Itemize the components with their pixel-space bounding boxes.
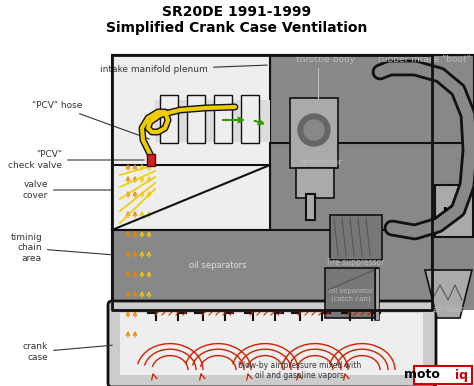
FancyBboxPatch shape [214, 95, 232, 143]
FancyBboxPatch shape [147, 154, 155, 166]
Polygon shape [112, 165, 270, 230]
Text: oil separators: oil separators [189, 261, 247, 269]
Text: valve
cover: valve cover [23, 180, 112, 200]
FancyBboxPatch shape [270, 55, 474, 143]
FancyBboxPatch shape [435, 185, 473, 237]
Text: Simplified Crank Case Ventilation: Simplified Crank Case Ventilation [106, 21, 368, 35]
FancyBboxPatch shape [414, 366, 472, 384]
FancyBboxPatch shape [187, 95, 205, 143]
FancyBboxPatch shape [112, 55, 270, 230]
FancyBboxPatch shape [120, 313, 423, 375]
Text: throttle body: throttle body [296, 55, 355, 64]
Text: intake manifold plenum: intake manifold plenum [100, 65, 267, 74]
FancyBboxPatch shape [160, 95, 178, 143]
Text: "PCV" hose: "PCV" hose [32, 101, 149, 139]
Text: air filter: air filter [433, 305, 464, 315]
Text: crank
case: crank case [23, 342, 112, 362]
Text: "PCV"
check valve: "PCV" check valve [8, 150, 144, 170]
Text: timinig
chain
area: timinig chain area [10, 233, 112, 263]
Text: fire suppressor: fire suppressor [328, 258, 385, 267]
FancyBboxPatch shape [108, 301, 436, 386]
FancyBboxPatch shape [155, 100, 270, 142]
FancyBboxPatch shape [112, 230, 432, 310]
FancyBboxPatch shape [241, 95, 259, 143]
FancyBboxPatch shape [330, 215, 382, 260]
Circle shape [304, 120, 324, 140]
Text: SR20DE 1991-1999: SR20DE 1991-1999 [163, 5, 311, 19]
Polygon shape [425, 270, 472, 318]
Text: rubber intake "boot": rubber intake "boot" [378, 55, 471, 64]
Text: blow-by air/pressure mixed with
oil and gasoline vapors: blow-by air/pressure mixed with oil and … [238, 361, 362, 380]
FancyBboxPatch shape [296, 168, 334, 198]
Text: moto: moto [404, 369, 440, 381]
FancyBboxPatch shape [290, 98, 338, 168]
Circle shape [298, 114, 330, 146]
Text: restrictor: restrictor [300, 158, 342, 167]
Text: MAF: MAF [442, 207, 466, 217]
Text: oil separator
(catch can): oil separator (catch can) [329, 288, 373, 302]
FancyBboxPatch shape [112, 55, 474, 310]
FancyBboxPatch shape [325, 268, 377, 318]
Text: iq: iq [455, 369, 468, 381]
